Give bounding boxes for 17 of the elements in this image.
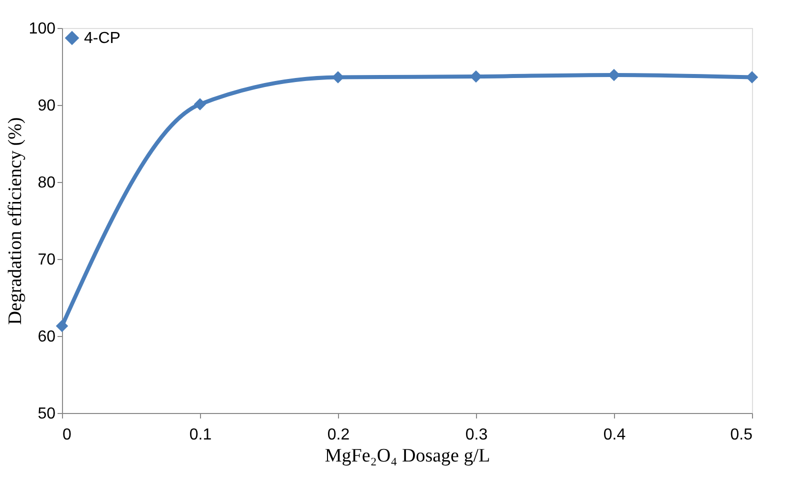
x-tick-label: 0.3	[465, 426, 488, 444]
x-tick-label: 0.1	[189, 426, 212, 444]
x-tick-label: 0	[62, 426, 72, 444]
x-tick-label: 0.2	[327, 426, 350, 444]
legend-label: 4-CP	[84, 30, 120, 47]
x-axis-title: MgFe₂O₄ Dosage g/L	[324, 446, 490, 466]
y-tick-label: 90	[38, 98, 56, 114]
point	[194, 98, 206, 110]
y-tick-label: 50	[38, 406, 56, 422]
y-axis-title: Degradation efficiency (%)	[4, 117, 26, 325]
y-tick-label: 70	[38, 252, 56, 268]
y-tick-label: 60	[38, 328, 56, 346]
y-tick-label: 80	[38, 174, 56, 192]
y-tick-label: 100	[28, 20, 56, 38]
x-tick-label: 0.5	[730, 426, 753, 444]
point	[56, 320, 68, 332]
x-tick-label: 0.4	[603, 426, 626, 444]
